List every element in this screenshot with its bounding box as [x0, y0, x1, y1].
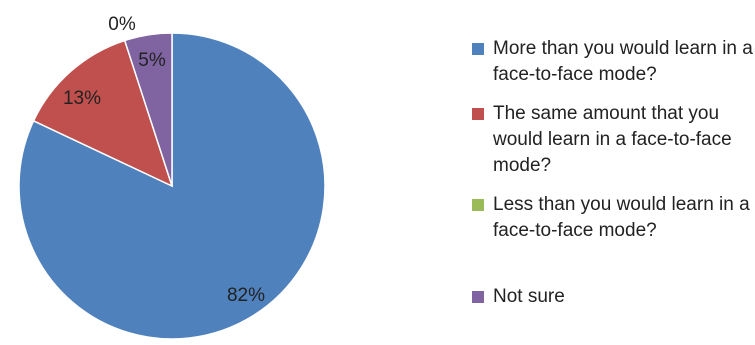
data-label-same: 13% — [63, 88, 101, 109]
legend-swatch-more — [472, 43, 484, 55]
legend-label-less: Less than you would learn in a face-to-f… — [493, 194, 750, 241]
pie-slices — [18, 32, 326, 340]
legend-label-more: More than you would learn in a face-to-f… — [493, 38, 753, 85]
legend-item-more: More than you would learn in a face-to-f… — [463, 36, 753, 88]
pie-slice-same — [32, 39, 174, 188]
legend-item-less: Less than you would learn in a face-to-f… — [463, 192, 753, 244]
legend-swatch-not-sure — [472, 291, 484, 303]
legend-swatch-same — [472, 108, 484, 120]
legend-label-same: The same amount that you would learn in … — [493, 103, 732, 176]
data-label-not-sure: 5% — [138, 50, 166, 71]
data-label-more: 82% — [227, 285, 265, 306]
pie-data-labels: 82% 13% 0%5% — [63, 14, 265, 306]
legend-swatch-less — [472, 199, 484, 211]
data-label-less: 0% — [108, 14, 136, 35]
pie-slice-not-sure — [123, 32, 173, 187]
legend-label-not-sure: Not sure — [493, 286, 565, 307]
legend-item-same: The same amount that you would learn in … — [463, 101, 753, 179]
legend-item-not-sure: Not sure — [463, 284, 753, 310]
chart-legend: More than you would learn in a face-to-f… — [463, 36, 753, 310]
